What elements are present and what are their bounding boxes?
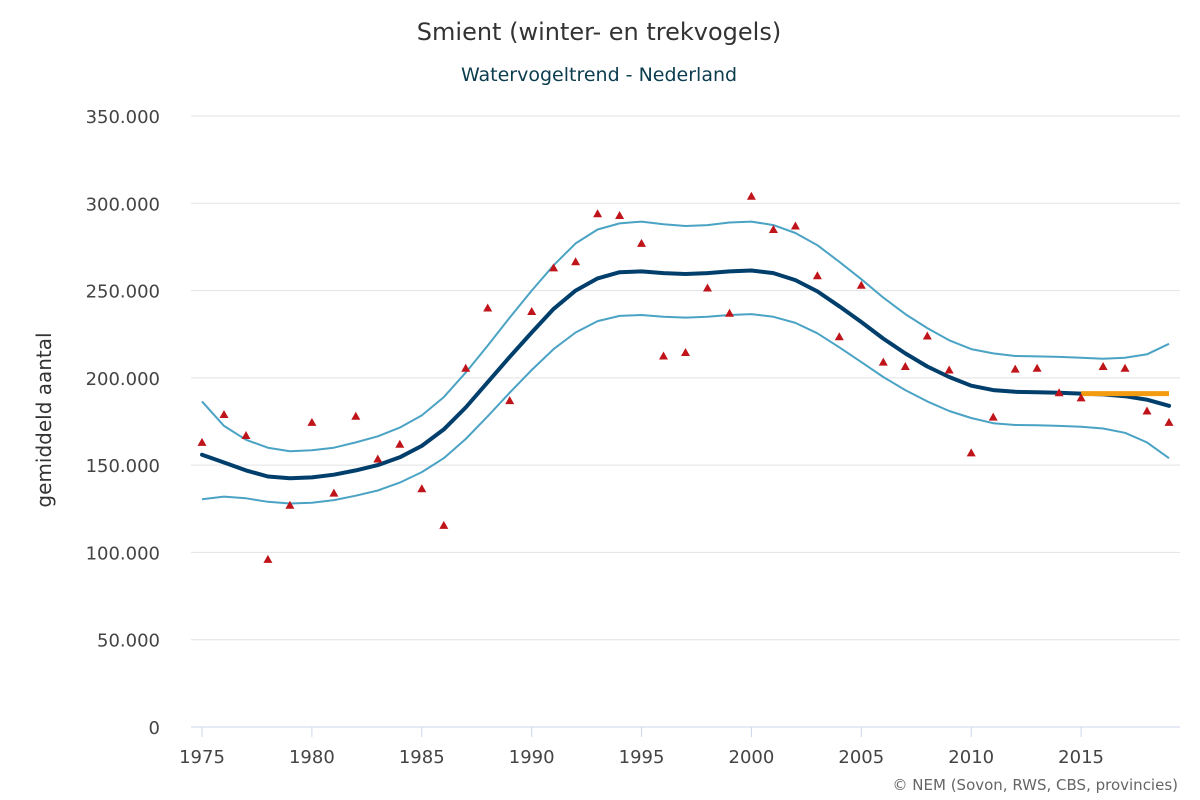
lower-bound-line [201,313,1170,505]
data-point [483,303,493,312]
data-point [703,283,712,292]
x-tick-label: 2005 [838,747,884,768]
data-point [395,439,405,448]
data-point [373,454,383,463]
y-tick-label: 300.000 [86,194,160,215]
x-tick-label: 2010 [948,747,994,768]
data-point [922,331,932,340]
data-point [834,332,844,341]
x-tick-label: 1980 [289,747,335,768]
x-tick-label: 1995 [619,747,665,768]
data-point [329,488,339,497]
data-point [1120,363,1130,372]
x-tick-label: 1985 [399,747,445,768]
data-point [1032,363,1042,372]
data-point [637,238,646,247]
chart-title: Smient (winter- en trekvogels) [417,18,781,46]
data-point [900,362,910,370]
chart-credit: © NEM (Sovon, RWS, CBS, provincies) [893,776,1178,794]
data-point [571,257,581,266]
data-point [659,351,668,360]
x-tick-label: 2000 [729,747,775,768]
data-point [549,263,559,272]
data-point [988,412,998,421]
upper-bound-line [201,220,1170,453]
data-point [768,225,778,233]
data-point [285,500,295,509]
x-tick-label: 1990 [509,747,555,768]
trend-line [200,268,1171,481]
data-point [856,280,866,289]
data-point [461,363,471,372]
data-point [1076,393,1086,402]
y-tick-label: 50.000 [97,631,160,652]
data-point [615,211,625,219]
y-tick-label: 150.000 [86,456,160,477]
data-point [307,417,317,426]
data-point [439,520,449,529]
data-point [966,448,976,457]
grid-lines [191,115,1180,641]
data-point [944,365,954,374]
series-layer [197,191,1174,563]
data-point [681,348,690,356]
y-axis-ticks: 0 50.000 100.000 150.000 200.000 250.000 300.0… [86,107,160,739]
y-tick-label: 250.000 [86,282,160,303]
data-point [593,209,603,218]
data-point [812,271,822,280]
data-point [878,357,888,366]
x-tick-label: 1975 [179,747,225,768]
chart-subtitle: Watervogeltrend - Nederland [461,64,737,86]
y-tick-label: 350.000 [86,107,160,128]
data-point [725,308,734,317]
data-point [527,307,537,315]
data-point [263,554,273,563]
data-point [1142,406,1152,415]
data-point [1054,388,1064,397]
data-point [417,484,427,493]
x-tick-label: 2015 [1058,747,1104,768]
data-point [351,411,361,420]
data-point [746,191,756,200]
y-tick-label: 100.000 [86,543,160,564]
data-point [505,396,515,405]
x-axis: 1975 1980 1985 1990 1995 2000 2005 2010 2015 [179,726,1180,768]
data-point [1098,362,1108,370]
y-tick-label: 0 [149,718,160,739]
y-axis-label: gemiddeld aantal [32,332,56,507]
data-point [1164,417,1174,426]
y-tick-label: 200.000 [86,369,160,390]
data-point [241,431,251,439]
data-point [197,437,207,446]
data-point [219,410,229,418]
data-point [790,221,800,230]
data-point [1010,364,1020,373]
